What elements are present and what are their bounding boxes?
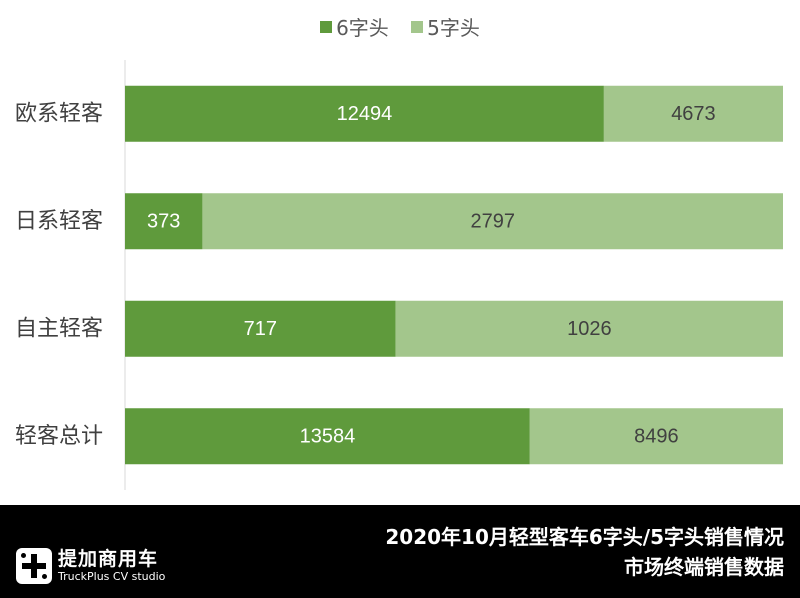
- data-label: 1026: [567, 318, 612, 340]
- category-label: 欧系轻客: [15, 101, 103, 126]
- caption-line-1: 2020年10月轻型客车6字头/5字头销售情况: [385, 525, 784, 549]
- data-label: 2797: [470, 210, 515, 232]
- legend-swatch-6: [320, 20, 333, 33]
- bar-segment-series-1: [202, 193, 784, 250]
- caption: 2020年10月轻型客车6字头/5字头销售情况 市场终端销售数据: [385, 522, 784, 582]
- category-label: 自主轻客: [15, 316, 103, 341]
- bar-segment-series-1: [603, 85, 783, 142]
- legend-item-5: 5字头: [411, 12, 480, 41]
- data-label: 8496: [634, 425, 679, 447]
- bar-segment-series-0: [125, 300, 396, 357]
- bar-segment-series-0: [125, 193, 203, 250]
- data-label: 12494: [337, 103, 393, 125]
- bar-segment-series-1: [395, 300, 783, 357]
- category-label: 日系轻客: [15, 209, 103, 234]
- bar-segment-series-1: [529, 408, 783, 465]
- data-label: 13584: [300, 425, 356, 447]
- legend-swatch-5: [411, 20, 424, 33]
- data-label: 717: [244, 318, 277, 340]
- chart-area: 6字头 5字头 欧系轻客 12494 4673 日系轻客 373 2797 自主轻客 717 1…: [0, 12, 800, 490]
- logo: 提加商用车 TruckPlus CV studio: [16, 548, 165, 584]
- legend-label-5: 5字头: [427, 16, 480, 40]
- category-label: 轻客总计: [15, 424, 103, 449]
- footer: [0, 505, 800, 598]
- data-label: 4673: [671, 103, 716, 125]
- legend: 6字头 5字头: [0, 12, 800, 41]
- chart-plot: 欧系轻客 12494 4673 日系轻客 373 2797 自主轻客 717 1026 轻客总计 1…: [15, 60, 784, 490]
- legend-item-6: 6字头: [320, 12, 389, 41]
- data-label: 373: [147, 210, 180, 232]
- bar-segment-series-0: [125, 85, 604, 142]
- logo-name: 提加商用车: [58, 548, 159, 570]
- logo-mark-icon: [16, 548, 52, 584]
- bar-segment-series-0: [125, 408, 530, 465]
- legend-label-6: 6字头: [336, 16, 389, 40]
- caption-line-2: 市场终端销售数据: [624, 555, 784, 579]
- logo-subtitle: TruckPlus CV studio: [58, 570, 166, 583]
